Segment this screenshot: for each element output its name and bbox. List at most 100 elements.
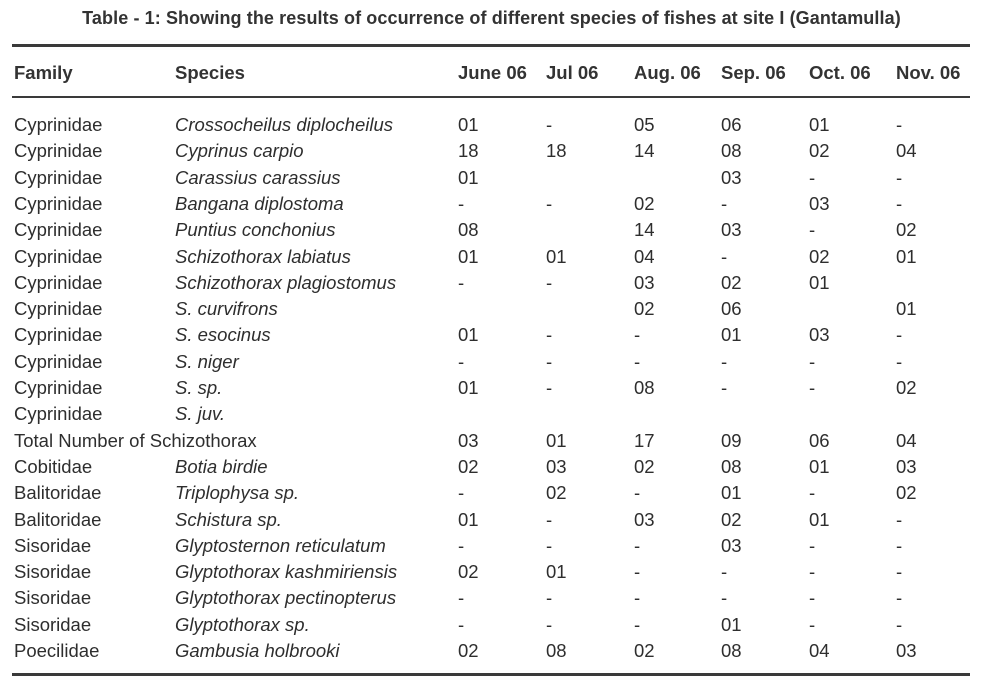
cell-species: Glyptothorax sp. — [175, 614, 310, 635]
cell-count: 01 — [721, 614, 742, 635]
cell-count: 08 — [721, 140, 742, 161]
cell-count: 02 — [546, 482, 567, 503]
cell-family: Cobitidae — [14, 456, 93, 477]
cell-family: Poecilidae — [14, 640, 100, 661]
cell-count: 03 — [721, 535, 742, 556]
cell-species: Cyprinus carpio — [175, 140, 304, 161]
cell-count: 02 — [634, 640, 655, 661]
cell-count: 01 — [458, 509, 479, 530]
cell-count: 01 — [809, 509, 830, 530]
cell-count: 02 — [896, 219, 917, 240]
cell-count: 02 — [721, 272, 742, 293]
cell-family: Cyprinidae — [14, 324, 103, 345]
cell-count: - — [809, 377, 816, 398]
cell-species: S. sp. — [175, 377, 223, 398]
cell-count: 03 — [634, 272, 655, 293]
cell-count: 06 — [721, 114, 742, 135]
cell-count: 09 — [721, 430, 742, 451]
cell-count: - — [458, 535, 465, 556]
cell-species: Schistura sp. — [175, 509, 282, 530]
cell-species: Glyptothorax pectinopterus — [175, 587, 397, 608]
cell-family: Cyprinidae — [14, 193, 103, 214]
cell-count: 03 — [546, 456, 567, 477]
cell-count: - — [809, 535, 816, 556]
cell-family: Cyprinidae — [14, 272, 103, 293]
cell-family: Sisoridae — [14, 614, 92, 635]
cell-count: - — [458, 482, 465, 503]
cell-species: Puntius conchonius — [175, 219, 336, 240]
table-caption: Table - 1: Showing the results of occurr… — [82, 8, 901, 28]
cell-count: 01 — [896, 298, 917, 319]
cell-count: 01 — [809, 114, 830, 135]
cell-count: - — [546, 587, 553, 608]
cell-count: 08 — [721, 640, 742, 661]
cell-count: - — [721, 377, 728, 398]
cell-count: - — [634, 482, 641, 503]
cell-family: Cyprinidae — [14, 377, 103, 398]
cell-count: - — [809, 614, 816, 635]
cell-family: Total Number of Schizothorax — [14, 430, 257, 451]
cell-count: 18 — [458, 140, 479, 161]
cell-count: - — [546, 377, 553, 398]
cell-count: 02 — [721, 509, 742, 530]
cell-family: Cyprinidae — [14, 403, 103, 424]
cell-count: - — [458, 272, 465, 293]
cell-count: 03 — [809, 193, 830, 214]
cell-count: 03 — [809, 324, 830, 345]
cell-count: 04 — [809, 640, 830, 661]
cell-count: 03 — [458, 430, 479, 451]
cell-count: - — [458, 193, 465, 214]
cell-count: 03 — [634, 509, 655, 530]
cell-count: - — [721, 246, 728, 267]
cell-count: 03 — [896, 456, 917, 477]
cell-count: 08 — [458, 219, 479, 240]
cell-family: Cyprinidae — [14, 219, 103, 240]
cell-species: S. juv. — [175, 403, 226, 424]
cell-count: 01 — [546, 430, 567, 451]
cell-count: 02 — [809, 246, 830, 267]
header-jul-06: Jul 06 — [546, 62, 599, 83]
cell-count: - — [896, 587, 903, 608]
cell-count: - — [546, 351, 553, 372]
header-rule — [12, 96, 970, 98]
cell-count: 02 — [634, 193, 655, 214]
cell-count: - — [634, 587, 641, 608]
cell-count: - — [458, 351, 465, 372]
cell-species: Carassius carassius — [175, 167, 341, 188]
cell-count: 01 — [458, 324, 479, 345]
cell-count: 02 — [458, 456, 479, 477]
cell-count: 01 — [458, 114, 479, 135]
cell-count: - — [546, 193, 553, 214]
cell-count: - — [634, 535, 641, 556]
cell-count: - — [721, 193, 728, 214]
cell-species: Glyptothorax kashmiriensis — [175, 561, 398, 582]
cell-family: Cyprinidae — [14, 167, 103, 188]
header-june-06: June 06 — [458, 62, 527, 83]
header-aug-06: Aug. 06 — [634, 62, 701, 83]
cell-count: 08 — [721, 456, 742, 477]
cell-count: - — [546, 535, 553, 556]
cell-count: 03 — [721, 167, 742, 188]
cell-species: Bangana diplostoma — [175, 193, 344, 214]
cell-family: Balitoridae — [14, 509, 102, 530]
cell-count: - — [896, 561, 903, 582]
cell-count: 02 — [634, 298, 655, 319]
cell-count: - — [634, 561, 641, 582]
cell-count: 02 — [896, 377, 917, 398]
cell-count: 01 — [458, 377, 479, 398]
cell-count: - — [809, 351, 816, 372]
cell-family: Balitoridae — [14, 482, 102, 503]
cell-count: - — [896, 167, 903, 188]
cell-species: S. curvifrons — [175, 298, 278, 319]
cell-species: S. niger — [175, 351, 239, 372]
cell-count: 03 — [896, 640, 917, 661]
cell-family: Cyprinidae — [14, 114, 103, 135]
cell-count: 01 — [721, 482, 742, 503]
cell-count: 01 — [721, 324, 742, 345]
cell-count: - — [546, 114, 553, 135]
cell-count: 04 — [634, 246, 655, 267]
cell-count: - — [896, 509, 903, 530]
cell-count: 01 — [458, 246, 479, 267]
cell-species: Glyptosternon reticulatum — [175, 535, 386, 556]
cell-count: 08 — [546, 640, 567, 661]
